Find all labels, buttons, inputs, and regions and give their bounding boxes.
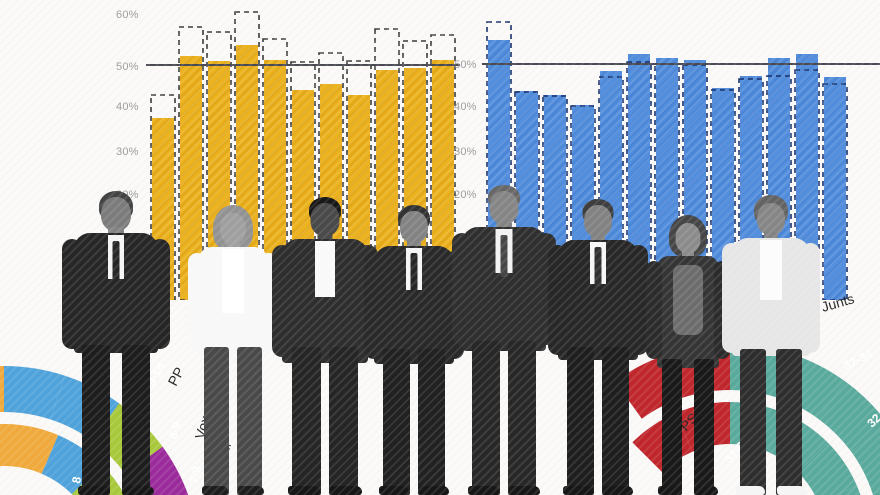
seat-value-inner-red: 33 [780, 484, 798, 495]
party-label-pp: PP [165, 364, 188, 388]
party-label-vox: Vox [192, 414, 214, 441]
seat-value-cup: 8 [69, 475, 84, 484]
y-tick-40: 40% [454, 101, 477, 113]
y-tick-60: 60% [116, 9, 139, 21]
y-tick-30: 30% [454, 146, 477, 158]
seat-value-junts: 32-34 [841, 347, 875, 373]
y-tick-50: 50% [454, 59, 477, 71]
blue-bars [488, 40, 846, 300]
y-tick-20: 20% [454, 189, 477, 201]
chart-turnout-blue: 50% 40% 30% 20% [448, 0, 880, 300]
seat-value-inner-teal: 32 [864, 411, 880, 431]
chart-turnout-yellow: 60% 50% 40% 30% 20% [108, 0, 460, 300]
y-tick-30: 30% [116, 146, 139, 158]
yellow-range-outlines [150, 11, 456, 300]
chart-yellow-svg: 60% 50% 40% 30% 20% [116, 9, 460, 300]
donut-right-psc [614, 344, 730, 473]
x-tick-2020: 20 [736, 283, 748, 295]
donut-right-svg: Junts PSC 32-34 37-39 33 32 [614, 290, 880, 495]
party-label-comuns: Com. [210, 440, 235, 477]
y-tick-20: 20% [116, 189, 139, 201]
x-tick-2019: 2019 [480, 283, 504, 295]
chart-blue-svg: 50% 40% 30% 20% [454, 21, 880, 300]
y-tick-50: 50% [116, 61, 139, 73]
seat-value-comuns: 7-9 [187, 465, 204, 485]
party-label-erc: ERC [89, 290, 121, 322]
chart-seats-right: Junts PSC 32-34 37-39 33 32 [614, 290, 880, 495]
donut-left-svg: ERC PP Vox Com. 33 9-14 8-9 7-9 8 [0, 290, 235, 495]
y-tick-40: 40% [116, 101, 139, 113]
seat-value-pp: 9-14 [144, 360, 168, 388]
chart-seats-left: ERC PP Vox Com. 33 9-14 8-9 7-9 8 [0, 262, 264, 495]
seat-value-vox: 8-9 [166, 420, 185, 441]
x-tick-2003: 2003 [608, 283, 632, 295]
x-tick-2021: 2021 [420, 283, 444, 295]
